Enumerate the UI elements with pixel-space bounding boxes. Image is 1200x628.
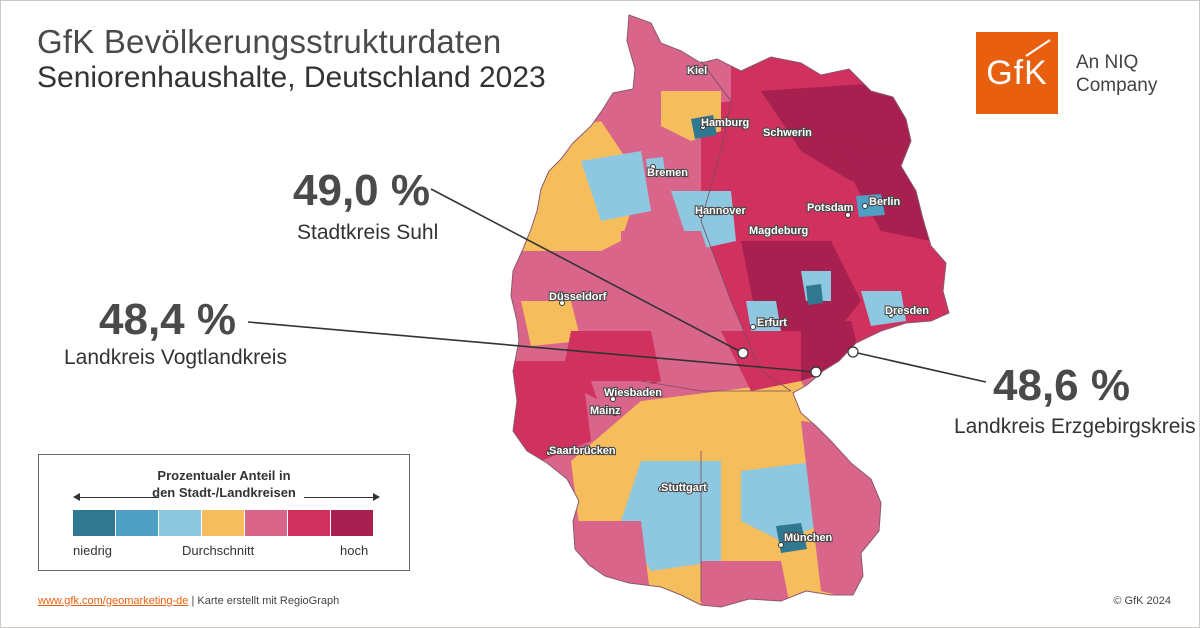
city-label-hamburg: Hamburg	[701, 117, 749, 129]
inner-border-east	[700, 60, 792, 392]
callout-line-erzgebirge	[852, 351, 987, 383]
city-label-muenchen: München	[784, 532, 833, 544]
footer-credit: www.gfk.com/geomarketing-de | Karte erst…	[38, 595, 339, 607]
legend-label-low: niedrig	[73, 543, 113, 558]
city-dot	[559, 300, 565, 306]
logo-swoosh-icon	[1025, 39, 1051, 57]
gfk-logo: GfK	[976, 32, 1058, 114]
bremen-area-region	[581, 151, 651, 221]
city-dot	[845, 212, 851, 218]
leipzig-region	[806, 284, 823, 305]
legend-swatch-2	[116, 510, 158, 536]
city-label-potsdam: Potsdam	[807, 202, 854, 214]
city-label-berlin: Berlin	[869, 196, 900, 208]
city-dot	[610, 396, 616, 402]
berlin-region	[856, 194, 885, 217]
legend-title: Prozentualer Anteil in den Stadt-/Landkr…	[39, 467, 409, 501]
city-label-saarbruecken: Saarbrücken	[549, 445, 616, 457]
black-forest-region	[571, 521, 651, 601]
germany-outline	[510, 14, 950, 608]
erfurt-blue-region	[746, 301, 781, 331]
legend-swatch-3	[159, 510, 201, 536]
city-dot	[778, 542, 784, 548]
city-label-hannover: Hannover	[695, 205, 746, 217]
baden-wuerttemberg-light-region	[621, 461, 721, 571]
legend-label-high: hoch	[340, 543, 369, 558]
logo-mark: GfK	[986, 54, 1048, 92]
city-dot	[700, 124, 706, 130]
city-label-bremen: Bremen	[647, 167, 688, 179]
city-label-mainz: Mainz	[590, 405, 621, 417]
city-dot	[650, 164, 656, 170]
city-label-duesseldorf: Düsseldorf	[549, 291, 607, 303]
city-labels: Kiel Hamburg Schwerin Bremen Hannover Po…	[546, 64, 930, 548]
legend-swatch-6	[288, 510, 330, 536]
city-label-stuttgart: Stuttgart	[661, 482, 707, 494]
logo-tagline-line-1: An NIQ	[1076, 52, 1139, 73]
logo-tagline: An NIQ Company	[1076, 51, 1157, 97]
city-label-erfurt: Erfurt	[757, 317, 787, 329]
alps-region	[701, 561, 791, 607]
legend-arrow-left	[75, 497, 159, 498]
arrow-left-icon	[73, 493, 80, 501]
callout-value-erzgebirge: 48,6 %	[993, 361, 1130, 410]
legend-label-average: Durchschnitt	[182, 543, 255, 558]
legend-title-line-1: Prozentualer Anteil in	[157, 468, 291, 483]
footer-separator: |	[188, 595, 198, 607]
city-label-magdeburg: Magdeburg	[749, 225, 808, 237]
city-dot	[766, 129, 772, 135]
city-dot	[788, 229, 794, 235]
map-legend: Prozentualer Anteil in den Stadt-/Landkr…	[38, 454, 410, 571]
erzgebirge-marker	[847, 346, 859, 358]
callout-line-suhl	[430, 188, 744, 354]
city-dot	[750, 324, 756, 330]
legend-swatch-4	[202, 510, 244, 536]
callout-label-vogtland: Landkreis Vogtlandkreis	[64, 346, 287, 369]
logo-tagline-line-2: Company	[1076, 75, 1158, 96]
vogtland-marker	[810, 366, 822, 378]
city-dot	[888, 312, 894, 318]
central-west-region	[621, 231, 721, 301]
rhineland-palatinate-region	[511, 361, 591, 461]
legend-title-line-2: den Stadt-/Landkreisen	[152, 485, 296, 500]
callout-label-erzgebirge: Landkreis Erzgebirgskreis	[954, 415, 1196, 438]
callout-value-suhl: 49,0 %	[293, 166, 430, 215]
city-label-schwerin: Schwerin	[763, 127, 812, 139]
title-line-1: GfK Bevölkerungsstrukturdaten	[37, 23, 502, 60]
city-label-wiesbaden: Wiesbaden	[604, 387, 662, 399]
city-label-dresden: Dresden	[885, 305, 929, 317]
callout-value-vogtland: 48,4 %	[99, 295, 236, 344]
city-dot	[658, 486, 664, 492]
callout-line-vogtland	[247, 321, 817, 373]
city-dot	[702, 66, 708, 72]
city-label-kiel: Kiel	[687, 65, 707, 77]
legend-arrow-right	[304, 497, 374, 498]
city-dot	[698, 212, 704, 218]
legend-swatch-5	[245, 510, 287, 536]
legend-swatch-7	[331, 510, 373, 536]
inner-border-south	[640, 380, 791, 392]
city-dot	[612, 410, 618, 416]
thuringia-south-region	[721, 331, 801, 391]
suhl-marker	[737, 347, 749, 359]
geomarketing-link[interactable]: www.gfk.com/geomarketing-de	[38, 595, 189, 607]
copyright: © GfK 2024	[1113, 595, 1171, 607]
city-dot	[862, 203, 868, 209]
arrow-right-icon	[373, 493, 380, 501]
legend-swatch-1	[73, 510, 115, 536]
title-line-2: Seniorenhaushalte, Deutschland 2023	[37, 61, 546, 94]
dresden-blue-region	[861, 291, 906, 326]
callout-label-suhl: Stadtkreis Suhl	[297, 221, 439, 244]
city-dot	[546, 450, 552, 456]
footer-credit-text: Karte erstellt mit RegioGraph	[197, 595, 340, 607]
rhineland-region	[521, 301, 581, 346]
